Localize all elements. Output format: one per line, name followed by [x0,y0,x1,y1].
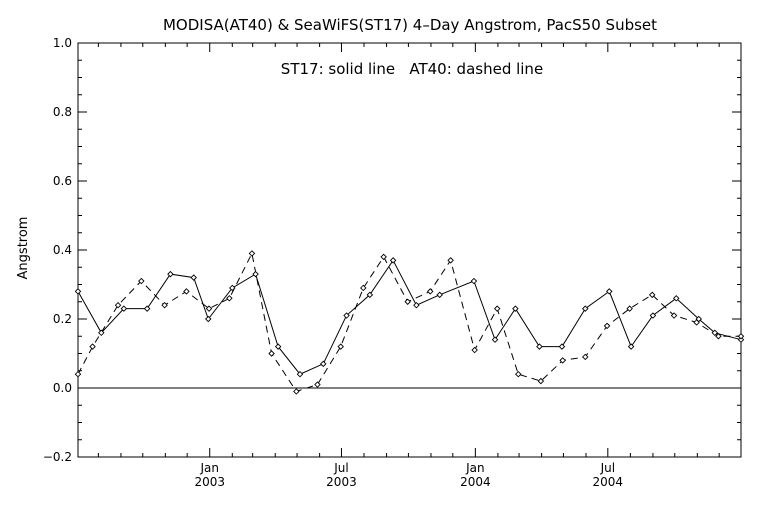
data-point-st17 [389,257,397,264]
data-point-at40 [89,343,96,350]
x-tick-label-year: 2003 [326,475,357,489]
data-point-st17 [737,336,745,343]
data-point-at40 [447,257,454,264]
data-point-at40 [161,301,168,309]
y-tick-label: 0.0 [53,381,72,395]
data-point-at40 [515,370,522,378]
data-point-at40 [360,284,367,292]
line-style-annotation: ST17: solid line AT40: dashed line [281,60,543,78]
data-point-at40 [582,353,589,361]
data-point-at40 [471,346,478,354]
y-tick-label: 0.6 [53,174,72,188]
y-tick-label: 0.8 [53,105,72,119]
data-point-st17 [627,343,635,350]
data-point-at40 [248,250,256,257]
y-tick-label: 0.4 [53,243,72,257]
data-point-st17 [205,315,212,323]
data-point-at40 [205,305,213,312]
data-point-st17 [274,343,282,350]
y-tick-label: 1.0 [53,36,72,50]
x-tick-label-year: 2003 [194,475,225,489]
data-point-at40 [626,305,633,312]
data-point-st17 [606,288,613,295]
data-point-st17 [167,270,174,278]
data-point-st17 [120,305,128,312]
plot-frame-group [77,42,742,458]
data-point-at40 [493,305,501,312]
data-point-at40 [648,291,656,299]
y-tick-label: −0.2 [43,450,72,464]
x-tick-label-month: Jul [333,461,348,475]
data-point-st17 [343,312,350,319]
x-tick-label-month: Jan [465,461,485,475]
data-point-at40 [314,381,321,388]
x-tick-label-month: Jan [199,461,219,475]
data-point-at40 [670,312,678,319]
data-point-at40 [183,288,190,295]
y-tick-label: 0.2 [53,312,72,326]
x-tick-label-month: Jul [600,461,615,475]
plot-frame [77,42,742,458]
series-line-at40 [77,251,741,392]
data-point-st17 [558,343,566,350]
data-point-st17 [229,284,236,292]
data-point-at40 [693,319,700,326]
data-point-st17 [536,343,543,350]
data-point-at40 [380,253,387,261]
data-point-st17 [491,336,499,343]
data-point-st17 [649,312,657,319]
data-point-st17 [296,370,304,378]
data-point-at40 [427,288,434,295]
chart-title: MODISA(AT40) & SeaWiFS(ST17) 4–Day Angst… [163,16,657,34]
data-point-st17 [320,360,327,368]
data-point-st17 [436,291,443,299]
data-point-st17 [672,295,680,302]
markers-group [74,250,745,395]
data-point-at40 [226,295,233,302]
data-point-at40 [138,277,145,285]
data-point-st17 [470,277,478,285]
data-point-at40 [268,350,275,357]
data-point-st17 [252,270,259,278]
series-lines-group [77,251,742,392]
data-point-st17 [512,305,519,312]
data-point-st17 [413,301,420,309]
data-point-at40 [537,377,545,385]
data-point-at40 [293,388,300,395]
ticks-group: −0.20.00.20.40.60.81.0Jan2003Jul2003Jan2… [43,36,741,489]
data-point-st17 [143,305,151,312]
data-point-at40 [603,322,611,330]
data-point-st17 [98,329,105,337]
x-tick-label-year: 2004 [460,475,491,489]
data-point-st17 [582,305,589,312]
data-point-at40 [559,357,566,364]
data-point-st17 [366,291,374,299]
data-point-st17 [74,288,82,295]
x-tick-label-year: 2004 [593,475,624,489]
data-point-at40 [337,343,344,350]
data-point-st17 [711,329,719,337]
data-point-at40 [404,298,411,305]
data-point-at40 [74,370,82,378]
series-line-st17 [77,259,742,375]
data-point-at40 [114,301,122,309]
data-point-st17 [190,274,197,281]
data-point-at40 [737,333,745,340]
data-point-at40 [715,333,722,340]
y-axis-label: Angstrom [16,217,31,280]
